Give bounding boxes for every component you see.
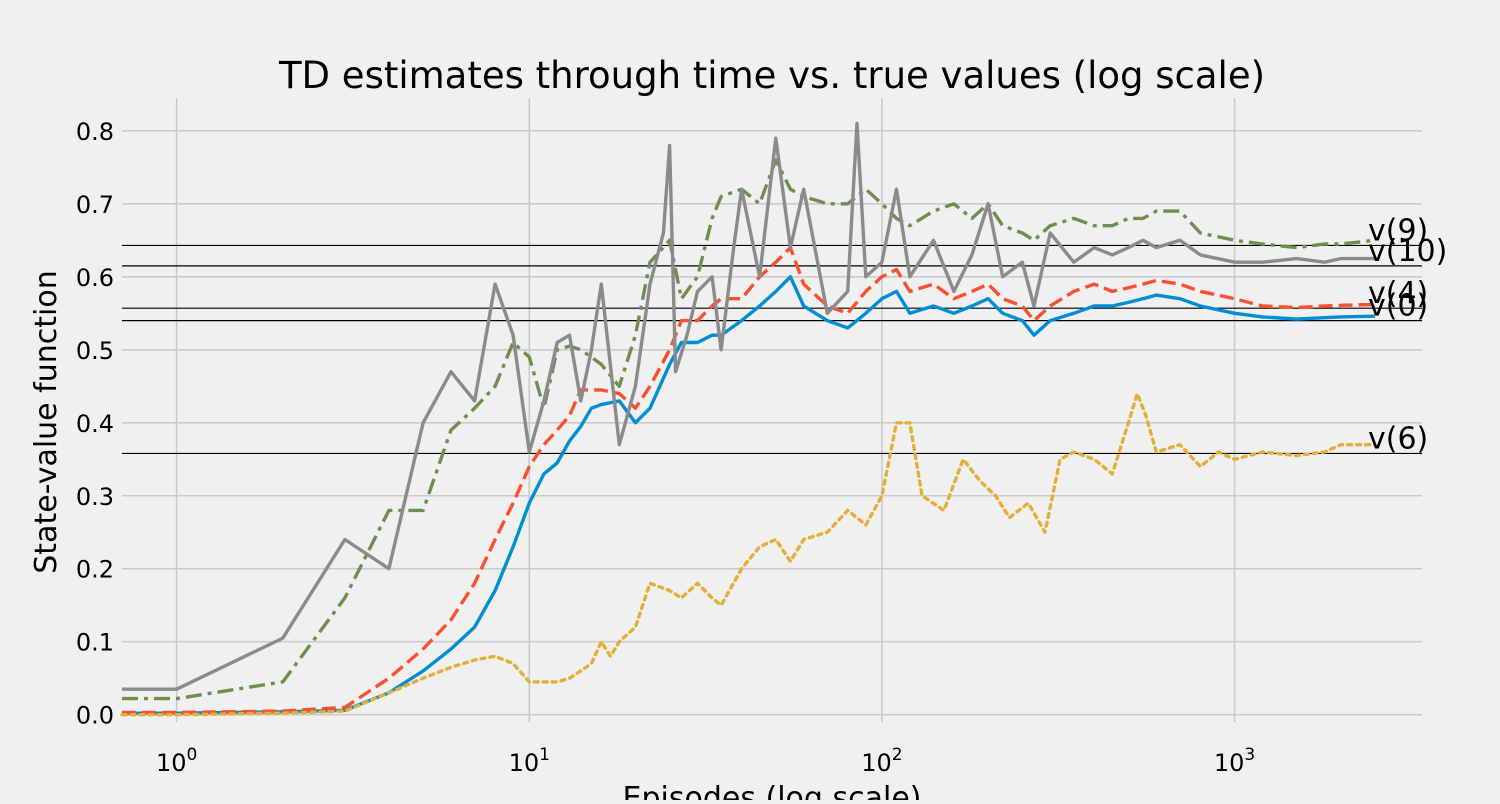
x-tick-label: 103	[1214, 745, 1255, 777]
x-tick-label: 101	[509, 745, 550, 777]
true-value-labels: v(9)v(10) v(4)v(0) v(6)	[1368, 213, 1447, 456]
y-tick-label: 0.8	[76, 118, 114, 146]
true-value-label: v(4)	[1368, 276, 1428, 311]
series-line	[122, 275, 1375, 715]
true-value-label: v(0)	[1368, 289, 1428, 324]
y-tick-label: 0.5	[76, 337, 114, 365]
series-line	[122, 121, 1375, 691]
y-tick-label: 0.2	[76, 556, 114, 584]
series-line	[122, 245, 1375, 715]
y-tick-label: 0.0	[76, 702, 114, 730]
series-lines	[120, 121, 1377, 717]
series-line	[122, 158, 1376, 701]
chart-title: TD estimates through time vs. true value…	[278, 54, 1265, 97]
y-tick-label: 0.4	[76, 410, 114, 438]
axes: 0.0 0.1 0.2 0.3 0.4 0.5 0.6 0.7 0.8 100 101 102 103	[76, 118, 1255, 777]
y-tick-label: 0.3	[76, 483, 114, 511]
y-tick-label: 0.6	[76, 264, 114, 292]
y-tick-label: 0.1	[76, 629, 114, 657]
true-value-label: v(6)	[1368, 421, 1428, 456]
y-axis-label: State-value function	[29, 270, 64, 573]
series-line	[120, 391, 1377, 717]
x-tick-label: 100	[156, 745, 197, 777]
true-value-label: v(9)	[1368, 213, 1428, 248]
true-value-label: v(10)	[1368, 234, 1447, 269]
y-tick-label: 0.7	[76, 191, 114, 219]
x-tick-label: 102	[861, 745, 902, 777]
x-axis-label: Episodes (log scale)	[623, 781, 922, 800]
grid	[122, 98, 1422, 722]
